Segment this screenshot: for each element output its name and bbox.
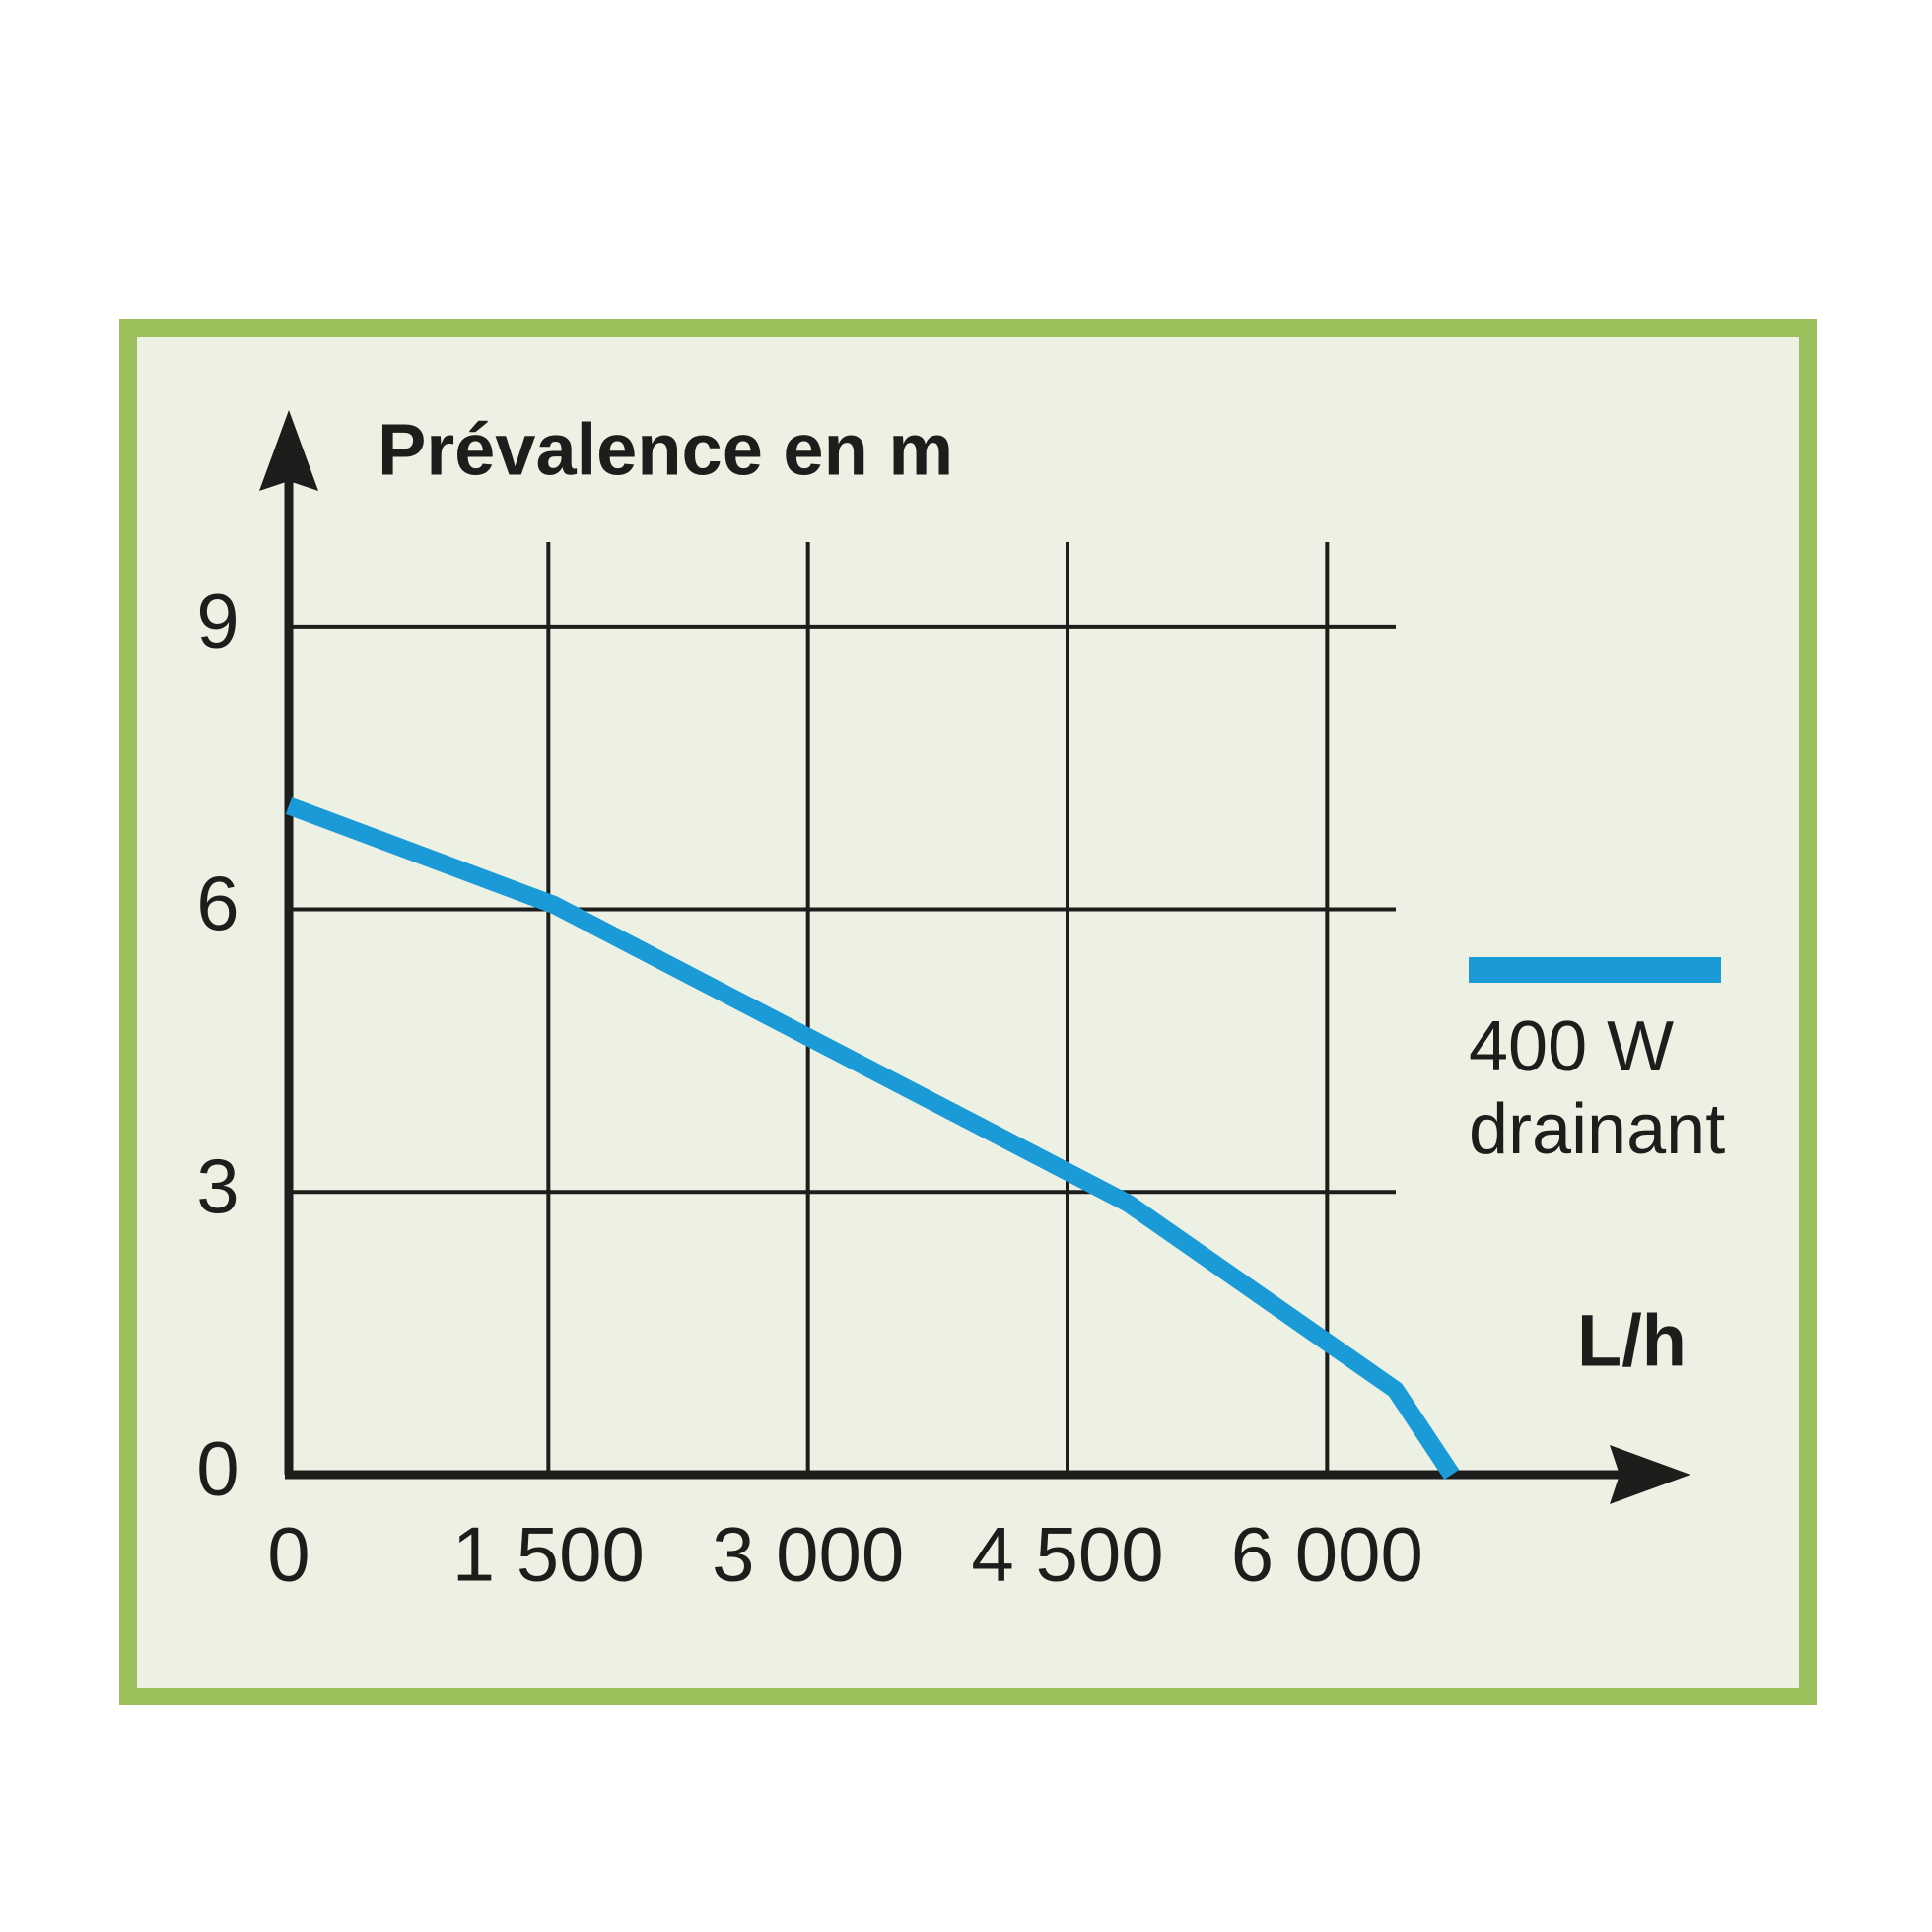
series-line [285,796,1460,1480]
legend-swatch [1469,957,1721,983]
x-axis-arrow [1610,1445,1690,1504]
x-tick-label: 0 [267,1511,310,1598]
x-tick-label: 3 000 [712,1511,904,1598]
legend-label: 400 W drainant [1469,1007,1726,1169]
x-axis-label: L/h [1577,1300,1687,1382]
y-tick-label: 3 [196,1142,239,1229]
y-axis-arrow [259,410,318,491]
x-tick-label: 4 500 [971,1511,1163,1598]
y-axis-label: Prévalence en m [378,409,953,491]
frame [119,319,1817,1705]
y-tick-label: 6 [196,860,239,946]
x-tick-label: 1 500 [452,1511,645,1598]
x-tick-label: 6 000 [1231,1511,1423,1598]
y-tick-label: 9 [196,577,239,663]
y-tick-label: 0 [196,1425,239,1512]
